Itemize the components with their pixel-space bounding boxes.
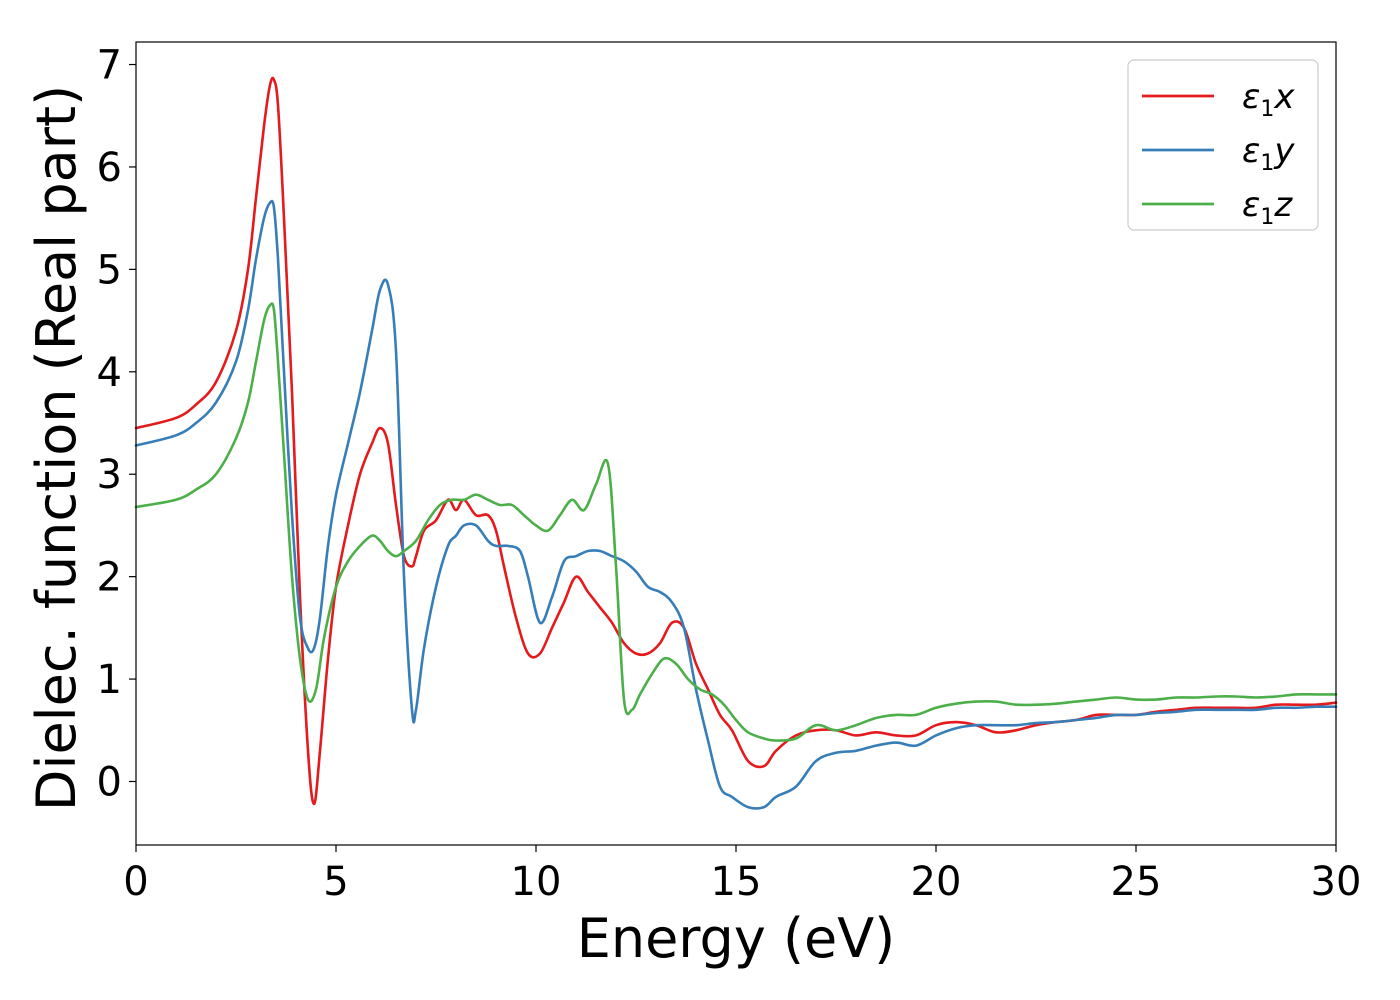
y-tick-label: 5 — [97, 247, 122, 293]
legend: ε1x ε1y ε1z — [1127, 59, 1319, 231]
x-tick-label: 15 — [711, 859, 762, 905]
y-tick-label: 3 — [97, 452, 122, 498]
x-axis-title: Energy (eV) — [577, 907, 896, 970]
legend-label-y: ε1y — [1242, 131, 1295, 176]
series-line-x — [134, 76, 1338, 806]
legend-box — [1127, 59, 1319, 231]
legend-label-x: ε1x — [1242, 77, 1295, 122]
x-axis: 0 5 10 15 20 25 30 — [123, 845, 1361, 905]
x-tick-label: 20 — [911, 859, 962, 905]
x-tick-label: 0 — [123, 859, 148, 905]
y-tick-label: 0 — [97, 759, 122, 805]
x-tick-label: 25 — [1111, 859, 1162, 905]
y-tick-label: 1 — [97, 657, 122, 703]
series-line-z — [134, 302, 1338, 742]
series-layer — [134, 76, 1338, 810]
y-tick-label: 7 — [97, 43, 122, 89]
y-axis-title: Dielec. function (Real part) — [25, 85, 88, 811]
series-line-y — [134, 199, 1338, 810]
x-tick-label: 5 — [323, 859, 348, 905]
x-tick-label: 30 — [1311, 859, 1362, 905]
y-axis: 0 1 2 3 4 5 6 7 — [97, 43, 136, 805]
legend-label-z: ε1z — [1242, 185, 1293, 230]
y-tick-label: 6 — [97, 145, 122, 191]
x-tick-label: 10 — [511, 859, 562, 905]
y-tick-label: 2 — [97, 555, 122, 601]
y-tick-label: 4 — [97, 350, 122, 396]
